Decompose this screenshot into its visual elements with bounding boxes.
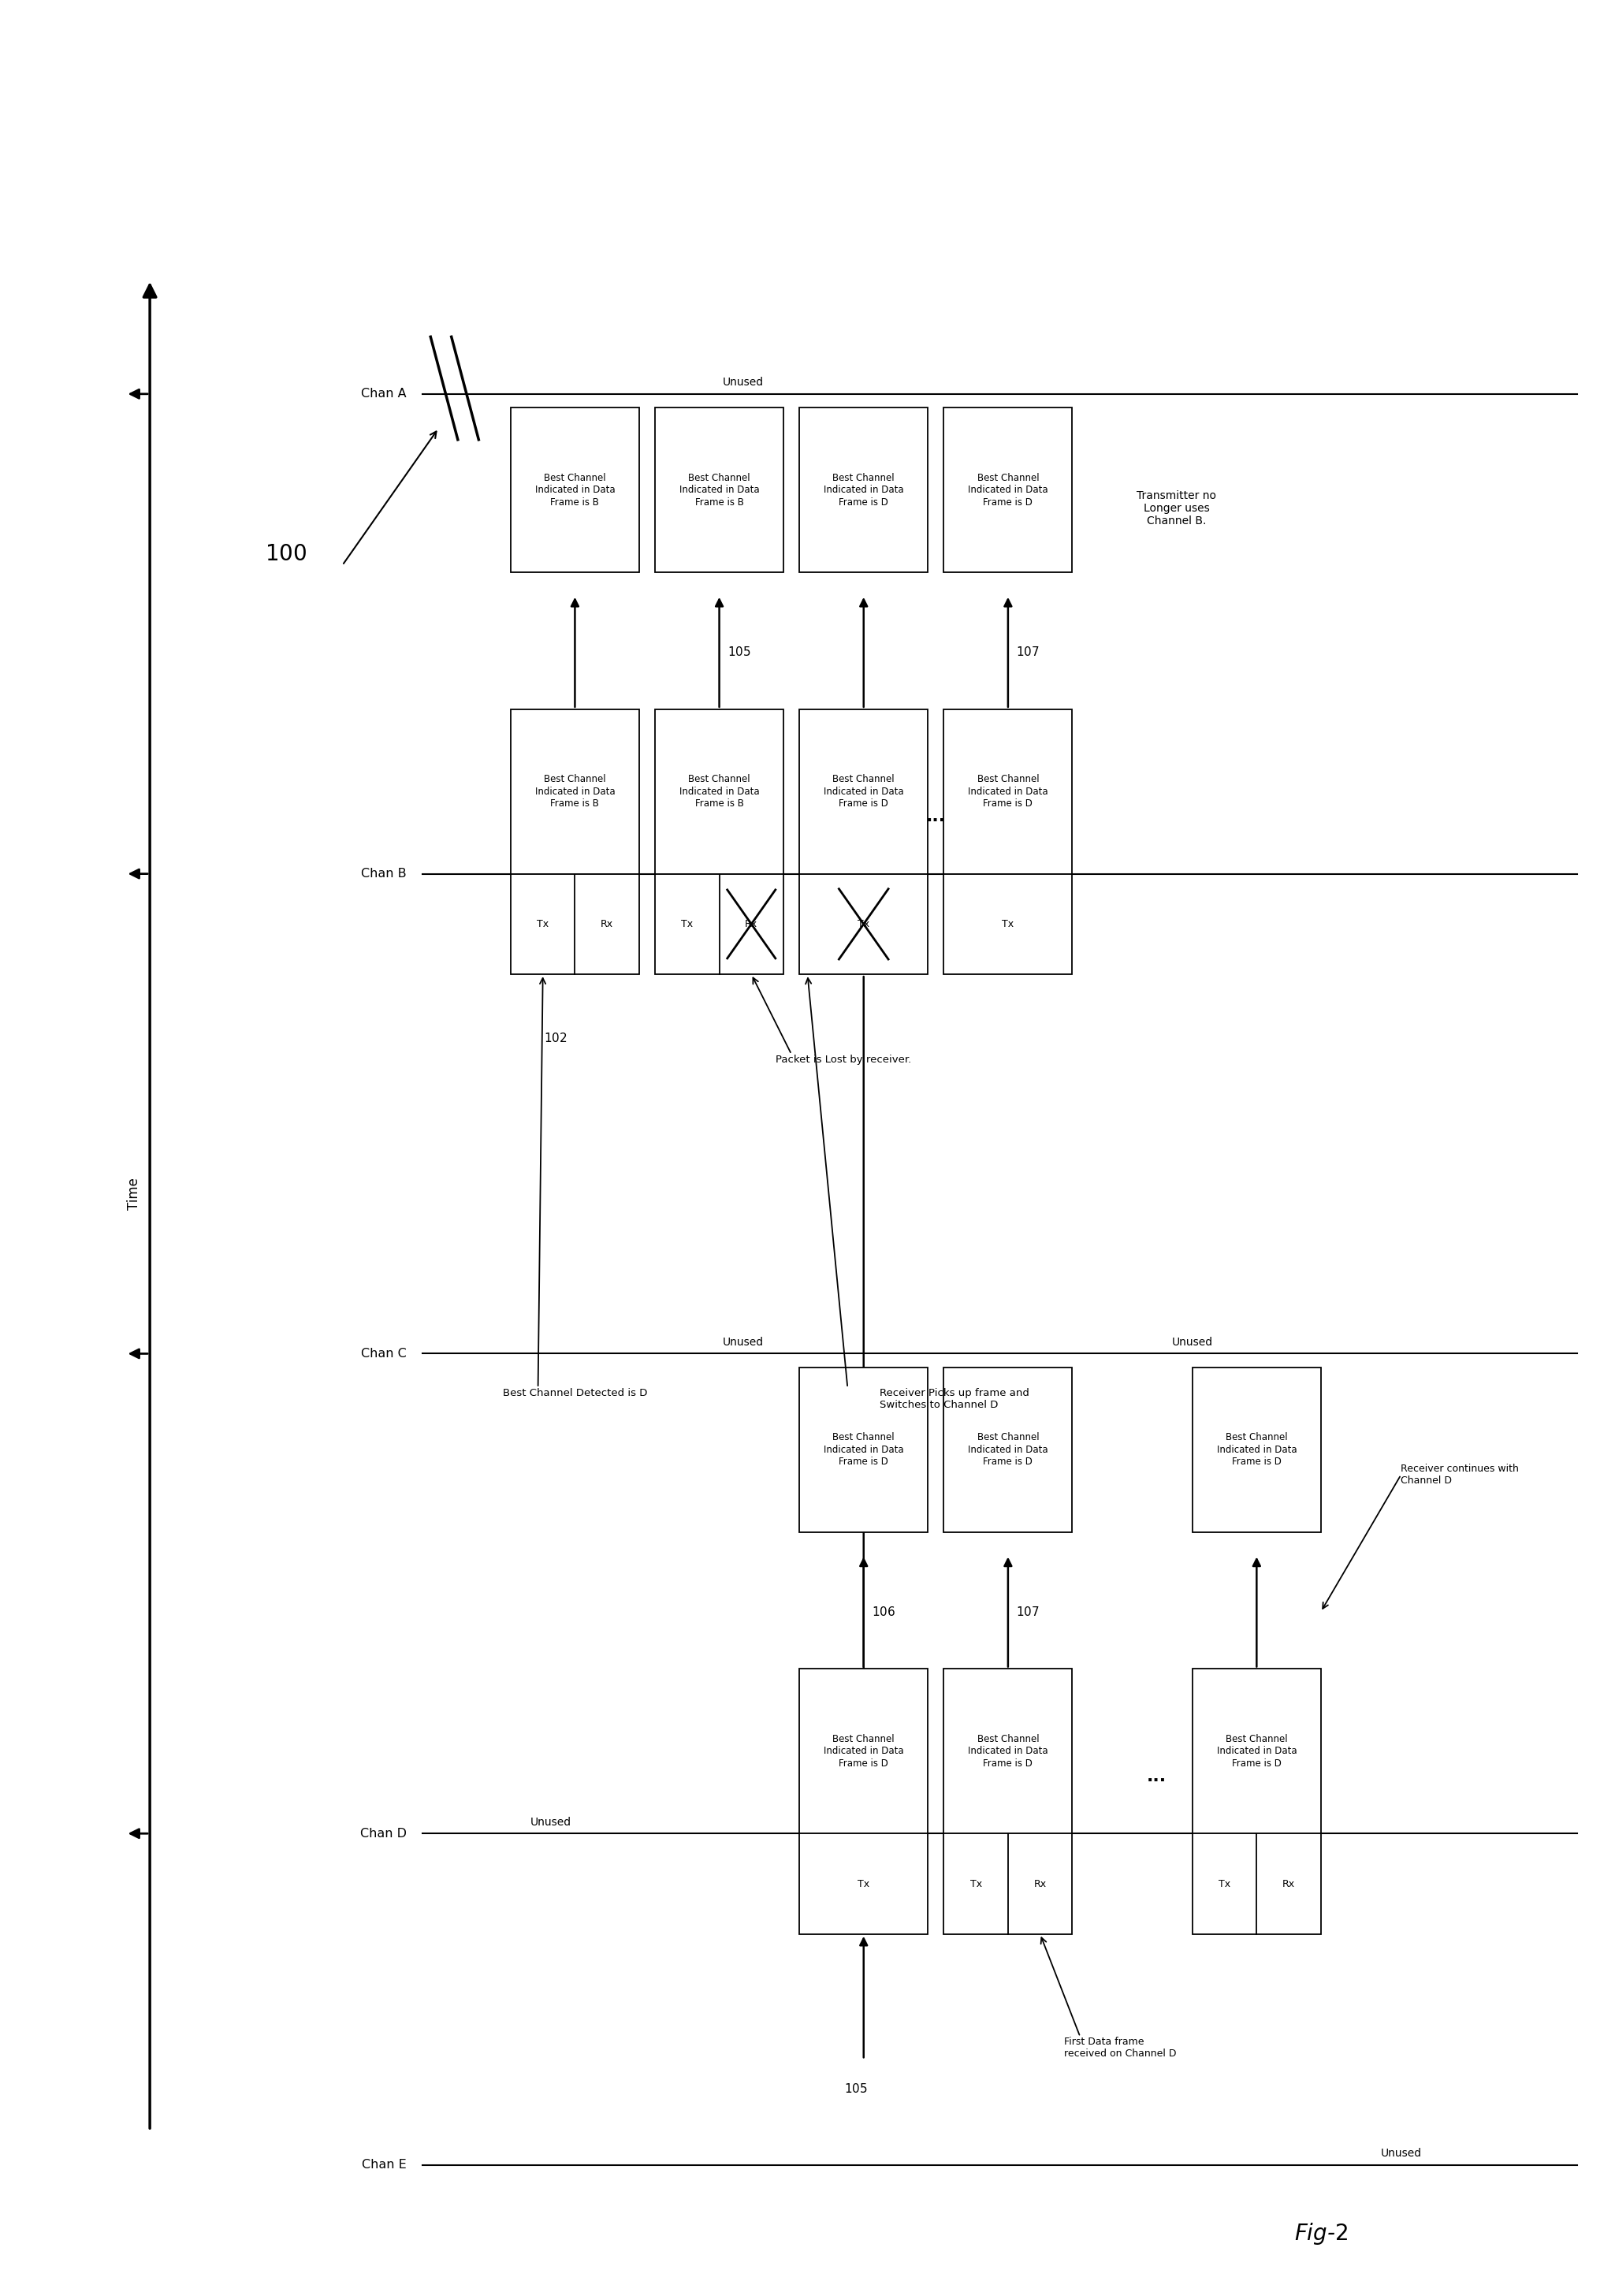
Text: Best Channel
Indicated in Data
Frame is D: Best Channel Indicated in Data Frame is … [967, 473, 1048, 507]
Text: Rx: Rx [1034, 1878, 1047, 1890]
Bar [943, 709, 1072, 875]
Text: $\it{105}$: $\it{105}$ [727, 645, 751, 659]
Text: Receiver Picks up frame and
Switches to Channel D: Receiver Picks up frame and Switches to … [880, 1387, 1029, 1410]
Bar [799, 1835, 927, 1933]
Text: Best Channel
Indicated in Data
Frame is D: Best Channel Indicated in Data Frame is … [1216, 1433, 1297, 1467]
Text: $\it{Fig}$-$\it{2}$: $\it{Fig}$-$\it{2}$ [1294, 2220, 1347, 2245]
Text: Chan E: Chan E [362, 2158, 407, 2170]
Text: $\it{100}$: $\it{100}$ [265, 542, 307, 565]
Bar [799, 1368, 927, 1531]
Bar [510, 709, 640, 875]
Text: Time: Time [126, 1178, 141, 1210]
Text: Rx: Rx [745, 918, 757, 930]
Text: Best Channel
Indicated in Data
Frame is B: Best Channel Indicated in Data Frame is … [535, 473, 615, 507]
Text: Tx: Tx [1219, 1878, 1231, 1890]
Text: $\it{105}$: $\it{105}$ [845, 2082, 867, 2096]
Text: Best Channel
Indicated in Data
Frame is D: Best Channel Indicated in Data Frame is … [967, 1733, 1048, 1768]
Text: $\it{107}$: $\it{107}$ [1016, 1605, 1040, 1619]
Text: Best Channel Detected is D: Best Channel Detected is D [502, 1387, 648, 1398]
Text: Unused: Unused [530, 1816, 572, 1828]
Text: Receiver continues with
Channel D: Receiver continues with Channel D [1400, 1465, 1520, 1486]
Text: Unused: Unused [1172, 1336, 1213, 1348]
Text: Best Channel
Indicated in Data
Frame is D: Best Channel Indicated in Data Frame is … [824, 1433, 904, 1467]
Bar [943, 1368, 1072, 1531]
Text: Chan D: Chan D [360, 1828, 407, 1839]
Text: Tx: Tx [971, 1878, 982, 1890]
Bar [656, 709, 783, 875]
Text: Best Channel
Indicated in Data
Frame is D: Best Channel Indicated in Data Frame is … [1216, 1733, 1297, 1768]
Text: ...: ... [1147, 1768, 1166, 1784]
Bar [943, 1669, 1072, 1835]
Text: Packet is Lost by receiver.: Packet is Lost by receiver. [775, 1054, 911, 1065]
Text: $\it{102}$: $\it{102}$ [544, 1031, 567, 1045]
Bar [943, 875, 1072, 974]
Text: Tx: Tx [858, 918, 869, 930]
Text: Rx: Rx [1282, 1878, 1295, 1890]
Text: Tx: Tx [1001, 918, 1014, 930]
Text: Tx: Tx [858, 1878, 869, 1890]
Bar [799, 409, 927, 572]
Text: Best Channel
Indicated in Data
Frame is B: Best Channel Indicated in Data Frame is … [680, 774, 759, 808]
Text: Best Channel
Indicated in Data
Frame is D: Best Channel Indicated in Data Frame is … [824, 473, 904, 507]
Text: Chan C: Chan C [362, 1348, 407, 1359]
Text: Best Channel
Indicated in Data
Frame is B: Best Channel Indicated in Data Frame is … [535, 774, 615, 808]
Text: Best Channel
Indicated in Data
Frame is B: Best Channel Indicated in Data Frame is … [680, 473, 759, 507]
Text: Transmitter no
Longer uses
Channel B.: Transmitter no Longer uses Channel B. [1137, 489, 1216, 526]
Text: Best Channel
Indicated in Data
Frame is D: Best Channel Indicated in Data Frame is … [967, 774, 1048, 808]
Bar [510, 875, 640, 974]
Bar [1192, 1835, 1321, 1933]
Bar [799, 1669, 927, 1835]
Text: Best Channel
Indicated in Data
Frame is D: Best Channel Indicated in Data Frame is … [824, 774, 904, 808]
Bar [799, 875, 927, 974]
Text: Unused: Unused [724, 1336, 764, 1348]
Text: Chan A: Chan A [362, 388, 407, 400]
Text: Unused: Unused [724, 377, 764, 388]
Text: Rx: Rx [601, 918, 614, 930]
Bar [943, 1835, 1072, 1933]
Text: Tx: Tx [536, 918, 549, 930]
Bar [1192, 1368, 1321, 1531]
Bar [510, 409, 640, 572]
Text: $\it{106}$: $\it{106}$ [875, 1398, 898, 1410]
Text: Chan B: Chan B [362, 868, 407, 879]
Text: Best Channel
Indicated in Data
Frame is D: Best Channel Indicated in Data Frame is … [824, 1733, 904, 1768]
Bar [656, 409, 783, 572]
Bar [943, 409, 1072, 572]
Text: First Data frame
received on Channel D: First Data frame received on Channel D [1064, 2037, 1176, 2060]
Bar [799, 709, 927, 875]
Bar [1192, 1669, 1321, 1835]
Text: ...: ... [925, 808, 946, 824]
Text: Best Channel
Indicated in Data
Frame is D: Best Channel Indicated in Data Frame is … [967, 1433, 1048, 1467]
Text: $\it{106}$: $\it{106}$ [872, 1605, 895, 1619]
Text: $\it{107}$: $\it{107}$ [1016, 645, 1040, 659]
Text: Tx: Tx [682, 918, 693, 930]
Text: Unused: Unused [1381, 2147, 1421, 2158]
Bar [656, 875, 783, 974]
